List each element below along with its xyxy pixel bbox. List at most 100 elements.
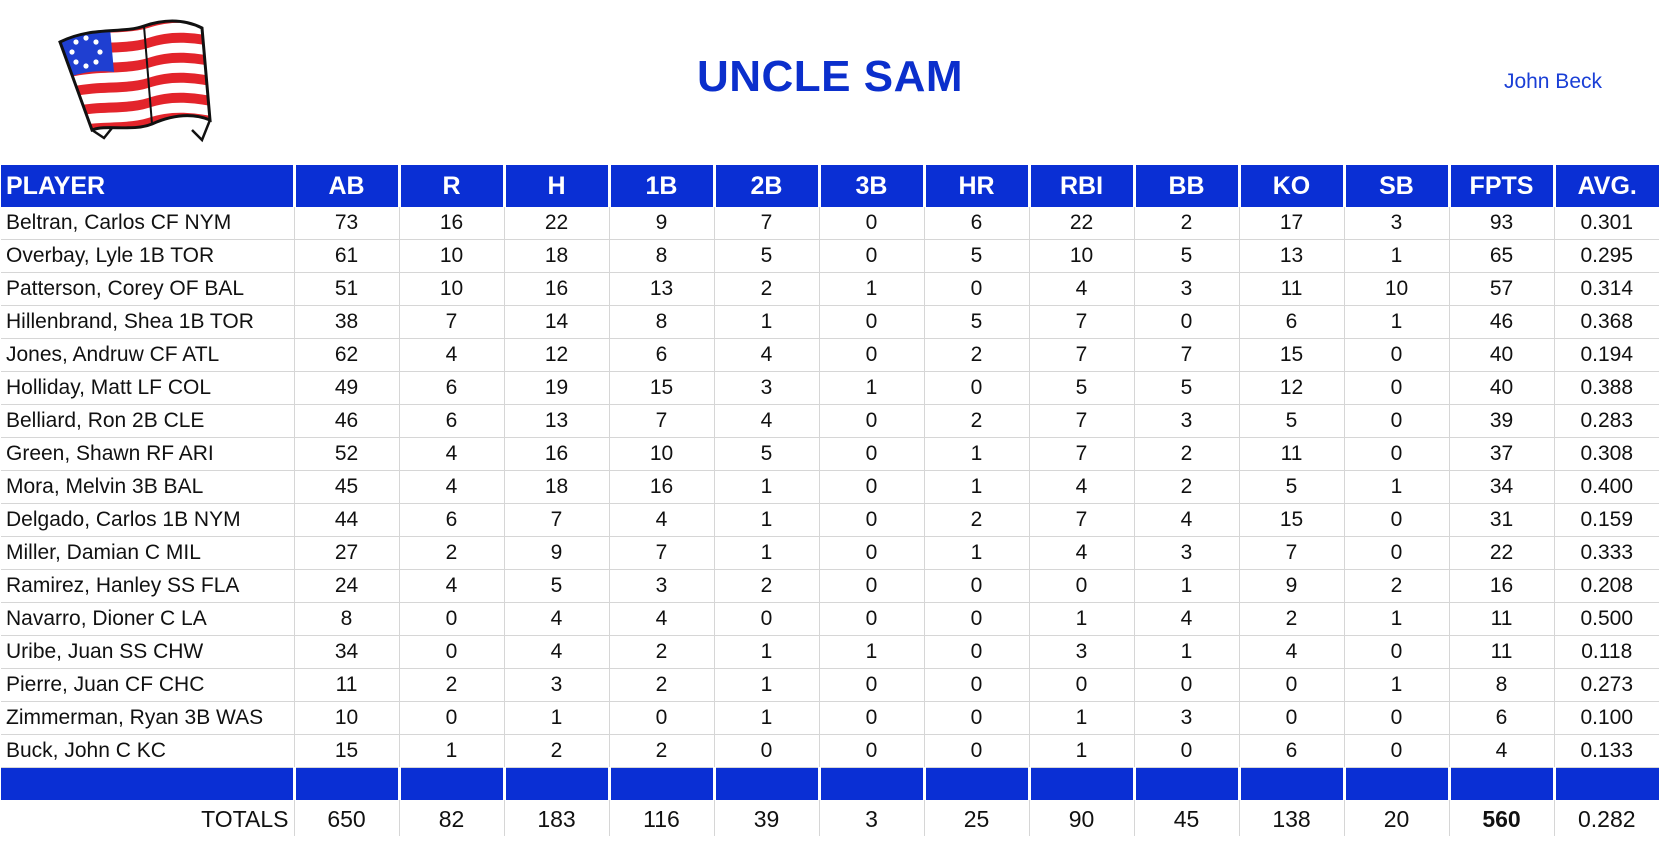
col-header-r: R (397, 165, 504, 207)
cell-avg: 0.368 (1553, 305, 1659, 339)
cell-fpts: 65 (1448, 239, 1554, 273)
cell-hr: 5 (923, 239, 1029, 273)
table-row: Hillenbrand, Shea 1B TOR 38 7 14 8 1 0 5 7 0 6 1 46 0… (1, 305, 1659, 339)
table-row: Pierre, Juan CF CHC 11 2 3 2 1 0 0 0 0 0 1 8 0.273 (1, 668, 1659, 702)
cell-rbi: 10 (1028, 239, 1134, 273)
cell-ab: 24 (293, 569, 399, 603)
cell-ko: 12 (1238, 371, 1344, 405)
cell-hr: 1 (923, 437, 1029, 471)
table-row: Beltran, Carlos CF NYM 73 16 22 9 7 0 6 22 2 17 3 93… (1, 207, 1659, 240)
cell-hr: 0 (923, 569, 1029, 603)
cell-bb: 3 (1133, 536, 1239, 570)
cell-2b: 1 (713, 635, 819, 669)
totals-hr: 25 (923, 800, 1029, 836)
cell-1b: 2 (608, 668, 714, 702)
cell-h: 9 (503, 536, 609, 570)
cell-bb: 2 (1133, 437, 1239, 471)
cell-player: Uribe, Juan SS CHW (1, 635, 294, 669)
cell-r: 6 (398, 371, 504, 405)
cell-1b: 2 (608, 734, 714, 768)
owner-name: John Beck (1503, 70, 1602, 93)
cell-player: Overbay, Lyle 1B TOR (1, 239, 294, 273)
cell-avg: 0.301 (1553, 207, 1659, 240)
cell-fpts: 46 (1448, 305, 1554, 339)
header-row: PLAYER AB R H 1B 2B 3B HR RBI BB KO SB F… (1, 165, 1659, 207)
american-flag-logo (58, 19, 212, 143)
cell-player: Patterson, Corey OF BAL (1, 272, 294, 306)
cell-fpts: 31 (1448, 503, 1554, 537)
cell-3b: 0 (818, 437, 924, 471)
col-header-1b: 1B (607, 165, 714, 207)
cell-sb: 0 (1343, 503, 1449, 537)
cell-rbi: 7 (1028, 437, 1134, 471)
cell-fpts: 16 (1448, 569, 1554, 603)
player-stats-table: PLAYER AB R H 1B 2B 3B HR RBI BB KO SB F… (1, 165, 1659, 836)
cell-sb: 0 (1343, 338, 1449, 372)
cell-ko: 17 (1238, 207, 1344, 240)
cell-ko: 4 (1238, 635, 1344, 669)
cell-avg: 0.100 (1553, 701, 1659, 735)
totals-r: 82 (398, 800, 504, 836)
cell-r: 16 (398, 207, 504, 240)
cell-bb: 0 (1133, 305, 1239, 339)
cell-2b: 7 (713, 207, 819, 240)
col-header-3b: 3B (817, 165, 924, 207)
col-header-fpts: FPTS (1447, 165, 1554, 207)
cell-2b: 4 (713, 404, 819, 438)
cell-ab: 61 (293, 239, 399, 273)
cell-1b: 7 (608, 536, 714, 570)
cell-h: 22 (503, 207, 609, 240)
cell-fpts: 11 (1448, 602, 1554, 636)
cell-r: 4 (398, 470, 504, 504)
spacer-cell (292, 767, 399, 800)
spacer-cell (1132, 767, 1239, 800)
spacer-cell (1, 767, 294, 800)
cell-avg: 0.295 (1553, 239, 1659, 273)
cell-avg: 0.388 (1553, 371, 1659, 405)
cell-ab: 49 (293, 371, 399, 405)
table-row: Buck, John C KC 15 1 2 2 0 0 0 1 0 6 0 4 0.133 (1, 734, 1659, 768)
cell-1b: 13 (608, 272, 714, 306)
cell-bb: 5 (1133, 371, 1239, 405)
cell-1b: 7 (608, 404, 714, 438)
cell-r: 2 (398, 536, 504, 570)
cell-ab: 51 (293, 272, 399, 306)
totals-h: 183 (503, 800, 609, 836)
cell-sb: 0 (1343, 701, 1449, 735)
cell-3b: 1 (818, 272, 924, 306)
cell-hr: 0 (923, 734, 1029, 768)
cell-sb: 0 (1343, 536, 1449, 570)
cell-r: 0 (398, 701, 504, 735)
cell-rbi: 4 (1028, 272, 1134, 306)
cell-r: 1 (398, 734, 504, 768)
cell-3b: 0 (818, 338, 924, 372)
cell-ko: 6 (1238, 734, 1344, 768)
cell-rbi: 7 (1028, 503, 1134, 537)
cell-1b: 16 (608, 470, 714, 504)
cell-sb: 0 (1343, 371, 1449, 405)
cell-sb: 0 (1343, 437, 1449, 471)
cell-hr: 2 (923, 503, 1029, 537)
cell-avg: 0.400 (1553, 470, 1659, 504)
cell-ko: 5 (1238, 470, 1344, 504)
cell-bb: 5 (1133, 239, 1239, 273)
cell-player: Navarro, Dioner C LA (1, 602, 294, 636)
spacer-cell (1342, 767, 1449, 800)
cell-3b: 0 (818, 602, 924, 636)
cell-3b: 0 (818, 701, 924, 735)
cell-avg: 0.314 (1553, 272, 1659, 306)
cell-bb: 3 (1133, 701, 1239, 735)
cell-hr: 5 (923, 305, 1029, 339)
cell-3b: 1 (818, 371, 924, 405)
cell-r: 6 (398, 503, 504, 537)
cell-bb: 3 (1133, 272, 1239, 306)
col-header-ab: AB (292, 165, 399, 207)
cell-bb: 2 (1133, 207, 1239, 240)
cell-player: Belliard, Ron 2B CLE (1, 404, 294, 438)
cell-h: 14 (503, 305, 609, 339)
cell-sb: 1 (1343, 602, 1449, 636)
table-row: Jones, Andruw CF ATL 62 4 12 6 4 0 2 7 7 15 0 40 0.19… (1, 338, 1659, 372)
cell-ab: 52 (293, 437, 399, 471)
cell-avg: 0.133 (1553, 734, 1659, 768)
cell-r: 2 (398, 668, 504, 702)
